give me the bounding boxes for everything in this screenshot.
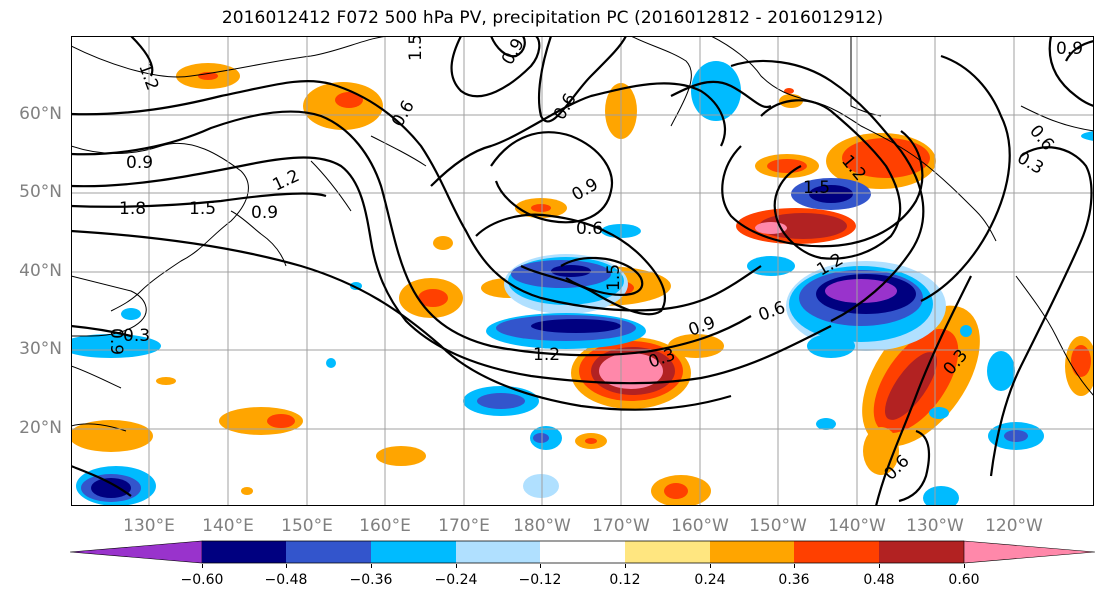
colorbar-tick-label: 0.48: [863, 572, 895, 588]
lon-label: 130°E: [123, 516, 175, 536]
contour-label: 1.5: [406, 36, 426, 61]
colorbar-tick-label: −0.48: [264, 572, 308, 588]
contour-label: 0.9: [686, 313, 718, 341]
colorbar-tick-label: 0.12: [609, 572, 641, 588]
contour-label: 0.6: [756, 298, 788, 326]
pv-contours: [71, 36, 1094, 506]
lon-label: 140°E: [202, 516, 254, 536]
lon-label: 130°W: [906, 516, 964, 536]
colorbar-tick-label: −0.24: [434, 572, 478, 588]
lon-label: 170°E: [438, 516, 490, 536]
contour-label: 0.3: [123, 326, 150, 346]
colorbar-segment: [710, 541, 794, 563]
contour-label: 1.2: [270, 166, 303, 196]
contour-label: 1.5: [604, 264, 624, 291]
colorbar-tick-label: −0.36: [349, 572, 393, 588]
coastlines: [71, 36, 1094, 432]
colorbar-segment: [794, 541, 879, 563]
contour-label: 0.9: [251, 203, 278, 223]
contour-label: 0.9: [1056, 39, 1083, 59]
lat-label: 30°N: [19, 339, 62, 359]
map-canvas: 1.2 0.9 1.8 1.5 1.2 0.9 0.9 0.6 0.9 0.6 …: [71, 36, 1094, 506]
contour-label: 0.9: [126, 153, 153, 173]
colorbar-tick-label: −0.60: [180, 572, 224, 588]
lon-label: 150°E: [281, 516, 333, 536]
colorbar-segment: [371, 541, 456, 563]
lon-label: 180°W: [513, 516, 571, 536]
contour-label: 1.8: [119, 199, 146, 219]
lon-label: 150°W: [749, 516, 807, 536]
lon-label: 140°W: [828, 516, 886, 536]
contour-label: 0.9: [569, 174, 602, 205]
contour-label: 1.5: [803, 178, 830, 198]
colorbar-tick-label: 0.36: [778, 572, 810, 588]
contour-label: 0.6: [388, 97, 419, 130]
map-title: 2016012412 F072 500 hPa PV, precipitatio…: [221, 8, 884, 28]
colorbar-tick-label: −0.12: [518, 572, 562, 588]
lat-label: 40°N: [19, 261, 62, 281]
lon-label: 170°W: [592, 516, 650, 536]
contour-label: 1.2: [134, 61, 162, 93]
lon-label: 160°E: [359, 516, 411, 536]
contour-label: 1.5: [189, 199, 216, 219]
lat-label: 60°N: [19, 104, 62, 124]
colorbar-tick-label: 0.24: [694, 572, 726, 588]
graticule: [71, 36, 1094, 506]
lat-label: 50°N: [19, 182, 62, 202]
lat-label: 20°N: [19, 418, 62, 438]
map-plot-area: 1.2 0.9 1.8 1.5 1.2 0.9 0.9 0.6 0.9 0.6 …: [71, 36, 1094, 506]
colorbar-segment: [286, 541, 371, 563]
colorbar-segment: [456, 541, 540, 563]
colorbar-segment: [540, 541, 625, 563]
colorbar-segment: [625, 541, 710, 563]
colorbar-segment: [963, 540, 1096, 564]
contour-label: 0.6: [576, 219, 603, 239]
colorbar: [70, 540, 1096, 564]
colorbar-tick-label: 0.60: [948, 572, 980, 588]
colorbar-segment: [70, 540, 203, 564]
lon-label: 120°W: [985, 516, 1043, 536]
contour-label: 0.9: [106, 328, 126, 355]
contour-label: 1.2: [533, 345, 560, 365]
colorbar-segment: [879, 541, 964, 563]
precip-positive-shading: [71, 63, 1094, 506]
lon-label: 160°W: [671, 516, 729, 536]
colorbar-segment: [202, 541, 286, 563]
